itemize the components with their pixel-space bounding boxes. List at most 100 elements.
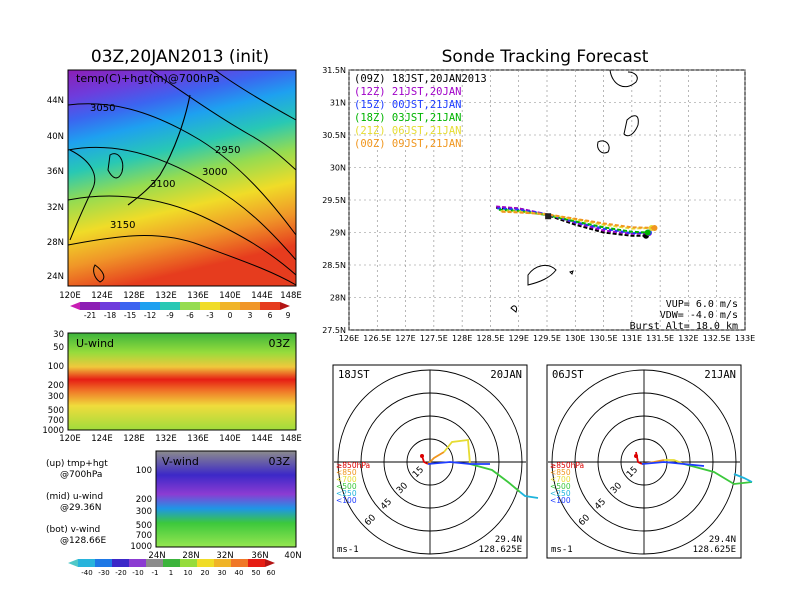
svg-text:300: 300 [48, 392, 64, 402]
svg-text:VDW= -4.0 m/s: VDW= -4.0 m/s [660, 310, 738, 321]
svg-text:-1: -1 [152, 569, 159, 577]
hodo-origin [420, 454, 424, 458]
svg-text:50: 50 [53, 343, 64, 353]
svg-text:36N: 36N [251, 551, 268, 561]
track-legend-item: (15Z) 00JST,21JAN [354, 99, 461, 111]
svg-text:-3: -3 [206, 311, 214, 320]
map700-label: temp(C)+hgt(m)@700hPa [76, 72, 220, 85]
svg-text:100: 100 [136, 466, 152, 476]
svg-text:-6: -6 [186, 311, 194, 320]
track-lat-tick: 29.5N [322, 196, 346, 205]
track-grid: 126E 126.5E 127E 127.5E 128E 128.5E 129E 129.5E… [322, 66, 755, 343]
svg-text:Burst Alt= 18.0 km: Burst Alt= 18.0 km [630, 321, 738, 332]
uwind-p-ticks: 30 50 100 200 300 500 700 1000 [42, 330, 64, 436]
track-lat-tick: 31N [330, 99, 346, 108]
vwind-field [156, 451, 296, 547]
track-lon-tick: 126E [339, 334, 359, 343]
wind-colorbar-ticks: -40 -30 -20 -10 -1 1 10 20 30 40 50 60 [81, 569, 275, 577]
track-lon-tick: 128.5E [476, 334, 504, 343]
hodo-level-label: <100 [550, 496, 571, 505]
track-lat-tick: 28.5N [322, 261, 346, 270]
svg-text:50: 50 [252, 569, 261, 577]
contour-label-3000: 3000 [202, 167, 227, 178]
coastline-japan [127, 94, 191, 206]
contour-label-3100: 3100 [150, 179, 175, 190]
svg-text:(bot) v-wind: (bot) v-wind [46, 525, 100, 535]
coastline-taiwan [93, 264, 105, 283]
svg-text:32N: 32N [47, 203, 64, 213]
vwind-time: 03Z [268, 455, 290, 468]
uwind-field [68, 333, 296, 430]
hodo-level-label: <250 [336, 489, 357, 498]
hodo-level-label: <700 [336, 475, 357, 484]
hodo-trace [641, 461, 705, 467]
hodo1-unit: ms-1 [337, 545, 359, 555]
hodo-trace [733, 473, 753, 483]
map700-lon-ticks: 120E 124E 128E 132E 136E 140E 144E 148E [59, 291, 302, 301]
hodo-trace [519, 491, 539, 499]
svg-text:500: 500 [136, 521, 152, 531]
hodo-level-label: <250 [550, 489, 571, 498]
hodo-origin [634, 454, 638, 458]
track-series [496, 205, 658, 239]
contour-label-3050: 3050 [90, 103, 115, 114]
svg-text:-20: -20 [115, 569, 126, 577]
track-lon-tick: 131.5E [646, 334, 674, 343]
track-islands [510, 69, 639, 313]
track-lon-tick: 131E [622, 334, 642, 343]
hodo1-time: 18JST [338, 369, 370, 381]
track-lon-tick: 130.5E [590, 334, 618, 343]
hodo-trace [443, 438, 471, 465]
svg-text:32N: 32N [216, 551, 233, 561]
uwind-time: 03Z [268, 337, 290, 350]
legend-notes: (up) tmp+hgt @700hPa (mid) u-wind @29.36… [46, 459, 108, 546]
track-lat-tick: 30N [330, 164, 346, 173]
track-lat-tick: 30.5N [322, 131, 346, 140]
hodo-trace [664, 459, 685, 465]
svg-text:144E: 144E [251, 434, 273, 444]
track-lat-tick: 27.5N [322, 326, 346, 335]
track-lon-tick: 127E [395, 334, 415, 343]
track-legend-item: (09Z) 18JST,20JAN2013 [354, 73, 487, 85]
track-landing-point [644, 229, 651, 236]
svg-text:VUP= 6.0 m/s: VUP= 6.0 m/s [666, 299, 738, 310]
svg-text:148E: 148E [280, 434, 302, 444]
svg-text:0: 0 [228, 311, 233, 320]
uwind-frame [67, 332, 297, 431]
hodo-trace [427, 461, 490, 465]
track-panel: 126E 126.5E 127E 127.5E 128E 128.5E 129E 129.5E… [322, 66, 755, 343]
svg-text:700: 700 [136, 531, 152, 541]
svg-text:1000: 1000 [130, 542, 152, 552]
svg-text:28N: 28N [47, 238, 64, 248]
hodo-level-label: <500 [550, 482, 571, 491]
svg-text:30: 30 [53, 330, 64, 340]
svg-text:60: 60 [267, 569, 276, 577]
track-lon-tick: 130E [565, 334, 585, 343]
svg-text:140E: 140E [219, 434, 241, 444]
track-lon-tick: 128E [452, 334, 472, 343]
track-legend-item: (00Z) 09JST,21JAN [354, 138, 461, 150]
svg-text:132E: 132E [155, 291, 177, 301]
hodo2-lat: 29.4N [709, 535, 736, 545]
track-lon-tick: 126.5E [363, 334, 391, 343]
contour-label-2950: 2950 [215, 145, 240, 156]
svg-text:500: 500 [48, 406, 64, 416]
temp-colorbar [70, 302, 290, 310]
svg-text:700: 700 [48, 416, 64, 426]
track-legend-item: (18Z) 03JST,21JAN [354, 112, 461, 124]
map700-frame [67, 69, 297, 287]
svg-text:-18: -18 [104, 311, 116, 320]
svg-text:20: 20 [201, 569, 210, 577]
uwind-panel: U-wind 03Z 30 50 100 200 300 500 700 100… [42, 330, 301, 444]
svg-text:-15: -15 [124, 311, 136, 320]
track-lon-tick: 132.5E [703, 334, 731, 343]
hodo-level-label: ≥850hPa [550, 461, 584, 470]
hodo1-lon: 128.625E [479, 545, 522, 555]
svg-text:40N: 40N [284, 551, 301, 561]
svg-text:128E: 128E [123, 434, 145, 444]
svg-text:124E: 124E [91, 434, 113, 444]
track-landing-point [651, 224, 658, 231]
hodo-level-label: <850 [550, 468, 571, 477]
vwind-frame [155, 450, 297, 548]
